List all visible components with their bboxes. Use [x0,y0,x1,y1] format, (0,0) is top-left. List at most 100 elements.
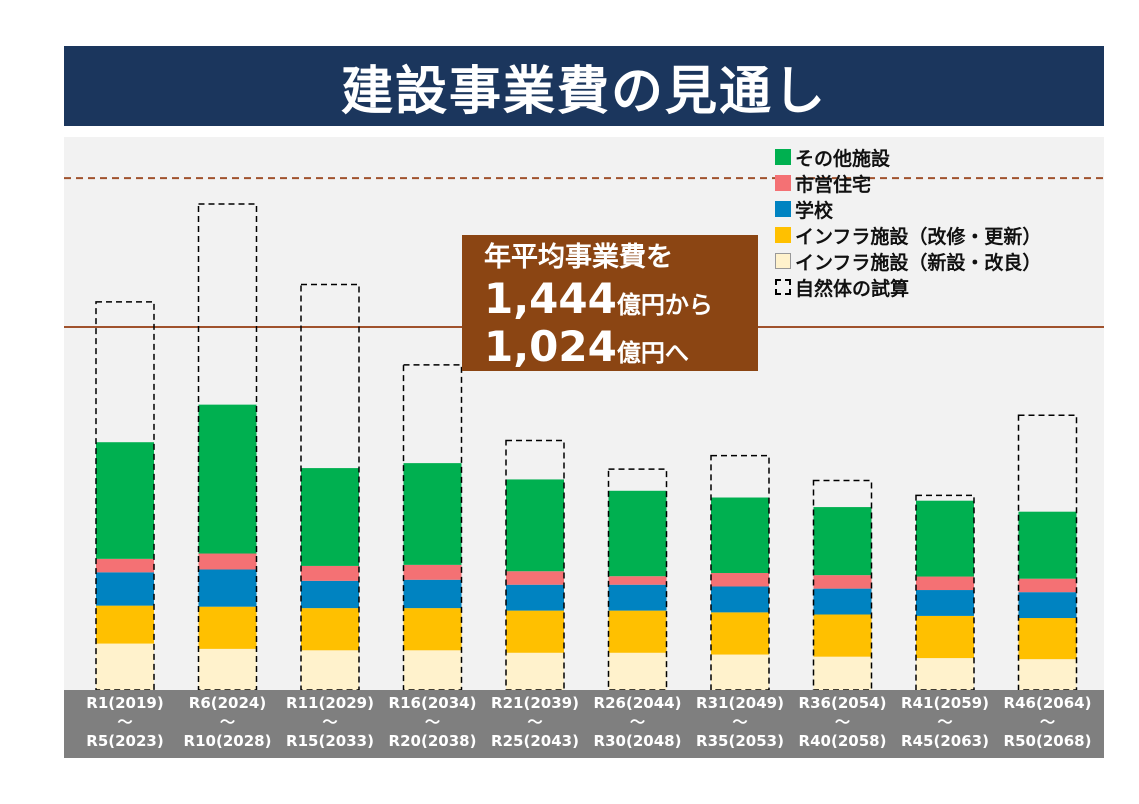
bar-segment-9-4 [1018,511,1077,579]
x-tick-label-line: R50(2068) [1003,732,1092,750]
x-tick-label-line: R45(2063) [901,732,989,750]
natural-estimate-outline-7 [812,479,873,690]
bar-segment-8-3 [916,576,974,591]
x-tick-label: R36(2054) 〜 R40(2058) [792,694,894,751]
x-tick-label-line: R25(2043) [491,732,579,750]
natural-estimate-outline-4 [505,439,565,690]
x-tick-label-line: R20(2038) [388,732,477,750]
bar-segment-2-3 [301,565,359,581]
callout-line1: 年平均事業費を [484,242,673,273]
bar-segment-6-4 [711,497,769,574]
bar-segment-2-4 [301,468,359,566]
x-tick-label-line: R5(2023) [86,732,164,750]
bar-segment-6-2 [711,586,769,613]
x-tick-label: R1(2019) 〜 R5(2023) [74,694,176,751]
legend-item: 自然体の試算 [775,274,1095,300]
bar-segment-0-1 [96,605,154,644]
x-tick-label-line: 〜 [527,713,543,731]
bar-segment-0-3 [96,558,154,573]
x-tick-label: R11(2029) 〜 R15(2033) [279,694,381,751]
bar-segment-4-0 [506,652,564,690]
bar-segment-7-4 [813,507,872,576]
bar-segment-3-3 [403,564,462,580]
x-tick-label: R41(2059) 〜 R45(2063) [894,694,996,751]
bar-segment-7-1 [813,614,872,657]
bar-segment-7-3 [813,575,872,589]
callout-value-from: 1,444 [484,274,617,323]
x-tick-label-line: 〜 [219,713,235,731]
x-tick-label: R16(2034) 〜 R20(2038) [382,694,484,751]
bar-segment-8-2 [916,590,974,616]
legend-swatch [775,227,791,243]
legend-item: 学校 [775,196,1095,222]
bar-segment-1-4 [198,404,257,554]
chart-canvas [64,177,1104,690]
x-tick-label: R26(2044) 〜 R30(2048) [587,694,689,751]
bar-segment-0-0 [96,643,154,690]
natural-estimate-outline-9 [1017,414,1078,690]
bar-segment-2-0 [301,650,359,690]
x-tick-label-line: 〜 [117,713,133,731]
x-tick-label-line: 〜 [629,713,645,731]
x-tick-label: R46(2064) 〜 R50(2068) [997,694,1099,751]
bar-segment-7-0 [813,656,872,690]
x-tick-label-line: R30(2048) [593,732,682,750]
bar-segment-9-3 [1018,578,1077,593]
x-tick-label-line: 〜 [937,713,953,731]
bar-segment-2-1 [301,608,359,651]
bar-segment-4-4 [506,479,564,572]
x-tick-label-line: 〜 [834,713,850,731]
callout-unit-from: 億円から [616,291,713,319]
x-tick-label: R31(2049) 〜 R35(2053) [689,694,791,751]
bar-segment-1-1 [198,606,257,649]
bar-segment-2-2 [301,580,359,609]
x-tick-label-line: R35(2053) [696,732,784,750]
legend-swatch [775,201,791,217]
legend-item: その他施設 [775,144,1095,170]
bar-segment-6-3 [711,573,769,587]
callout-unit-to: 億円へ [616,339,689,367]
bar-segment-5-4 [608,490,667,577]
bar-segment-1-0 [198,648,257,690]
legend-swatch [775,253,791,269]
x-tick-label-line: R21(2039) [491,694,579,712]
natural-estimate-outline-8 [915,494,975,690]
callout-value-to: 1,024 [484,322,617,371]
bar-segment-5-2 [608,584,667,611]
legend-swatch [775,149,791,165]
bar-segment-6-1 [711,612,769,655]
bar-segment-4-2 [506,584,564,611]
x-tick-label-line: R1(2019) [86,694,164,712]
legend-item: インフラ施設（改修・更新） [775,222,1095,248]
legend-swatch [775,279,791,295]
legend-label: インフラ施設（新設・改良） [795,251,1042,274]
x-tick-label-line: 〜 [732,713,748,731]
x-tick-label: R21(2039) 〜 R25(2043) [484,694,586,751]
x-tick-label-line: 〜 [322,713,338,731]
legend-item: インフラ施設（新設・改良） [775,248,1095,274]
x-tick-label-line: R31(2049) [696,694,784,712]
x-tick-label-line: R11(2029) [286,694,374,712]
bar-segment-3-0 [403,650,462,690]
bar-segment-3-4 [403,463,462,565]
plot-area [64,137,1104,690]
x-tick-label-line: R46(2064) [1003,694,1092,712]
legend-label: 学校 [795,199,834,222]
legend-swatch [775,175,791,191]
bar-segment-1-2 [198,569,257,607]
bar-segment-9-1 [1018,618,1077,660]
natural-estimate-outline-3 [402,364,463,690]
legend-label: その他施設 [795,147,891,170]
bar-segment-5-0 [608,652,667,690]
bar-segment-9-0 [1018,659,1077,690]
bar-segment-0-2 [96,572,154,606]
bar-segment-9-2 [1018,592,1077,619]
x-tick-label-line: R10(2028) [183,732,272,750]
x-tick-label-line: R16(2034) [388,694,477,712]
x-tick-label-line: R15(2033) [286,732,374,750]
bar-segment-8-0 [916,658,974,690]
x-tick-label-line: 〜 [424,713,440,731]
x-tick-label-line: 〜 [1039,713,1055,731]
bar-segment-3-2 [403,579,462,609]
bar-segment-7-2 [813,588,872,615]
